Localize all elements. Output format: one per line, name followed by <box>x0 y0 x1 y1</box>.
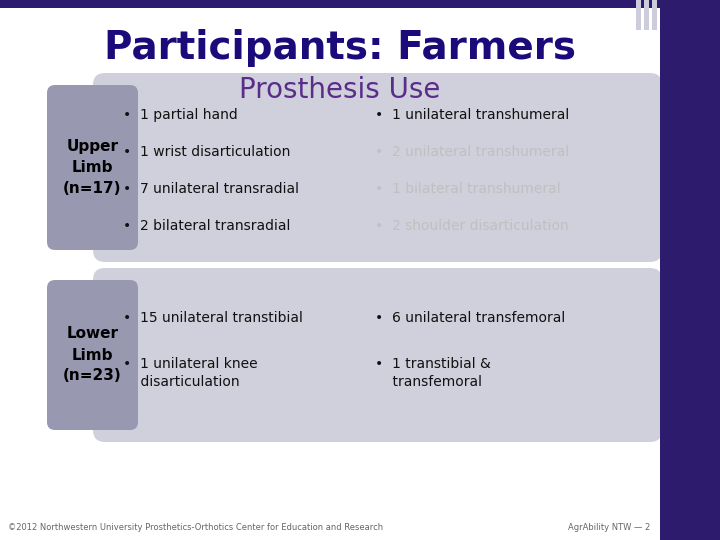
Text: •  2 bilateral transradial: • 2 bilateral transradial <box>123 219 290 233</box>
Text: •  1 unilateral knee
    disarticulation: • 1 unilateral knee disarticulation <box>123 357 258 389</box>
Text: Upper
Limb
(n=17): Upper Limb (n=17) <box>63 139 122 196</box>
FancyBboxPatch shape <box>47 85 138 250</box>
Text: •  1 wrist disarticulation: • 1 wrist disarticulation <box>123 145 290 159</box>
Bar <box>652 0 657 30</box>
Text: Lower
Limb
(n=23): Lower Limb (n=23) <box>63 327 122 383</box>
Text: Participants: Farmers: Participants: Farmers <box>104 29 576 67</box>
Text: •  1 bilateral transhumeral: • 1 bilateral transhumeral <box>375 182 560 196</box>
Text: •  15 unilateral transtibial: • 15 unilateral transtibial <box>123 311 303 325</box>
Bar <box>636 0 641 30</box>
FancyBboxPatch shape <box>93 73 662 262</box>
Bar <box>660 0 720 540</box>
Text: •  1 transtibial &
    transfemoral: • 1 transtibial & transfemoral <box>375 357 490 389</box>
Text: •  1 partial hand: • 1 partial hand <box>123 108 238 122</box>
FancyBboxPatch shape <box>93 268 662 442</box>
Text: ©2012 Northwestern University Prosthetics-Orthotics Center for Education and Res: ©2012 Northwestern University Prosthetic… <box>8 523 383 532</box>
Text: AgrAbility NTW — 2: AgrAbility NTW — 2 <box>568 523 650 532</box>
Text: •  2 unilateral transhumeral: • 2 unilateral transhumeral <box>375 145 569 159</box>
Text: Prosthesis Use: Prosthesis Use <box>239 76 441 104</box>
Text: •  7 unilateral transradial: • 7 unilateral transradial <box>123 182 299 196</box>
Text: •  1 unilateral transhumeral: • 1 unilateral transhumeral <box>375 108 569 122</box>
Bar <box>0 0 660 8</box>
Bar <box>644 0 649 30</box>
Text: •  2 shoulder disarticulation: • 2 shoulder disarticulation <box>375 219 569 233</box>
FancyBboxPatch shape <box>47 280 138 430</box>
Text: •  6 unilateral transfemoral: • 6 unilateral transfemoral <box>375 311 565 325</box>
